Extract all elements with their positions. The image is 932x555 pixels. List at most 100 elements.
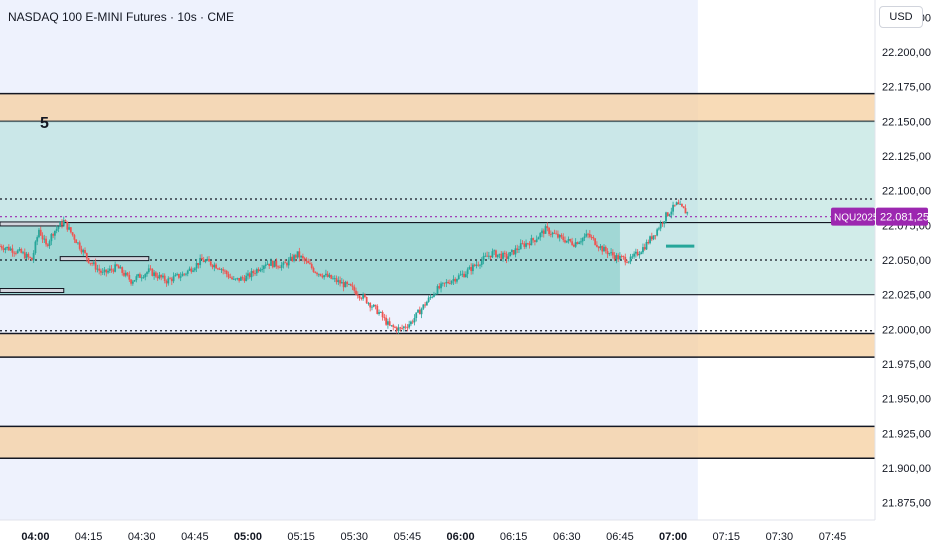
candle-body	[218, 268, 221, 270]
chart-title: NASDAQ 100 E-MINI Futures · 10s · CME	[8, 10, 235, 24]
candle-body	[100, 270, 102, 273]
candle-body	[215, 264, 217, 269]
candle-body	[91, 263, 94, 264]
currency-button[interactable]: USD	[879, 6, 923, 28]
candle-body	[608, 253, 611, 255]
candle-body	[108, 268, 111, 271]
candle-body	[98, 268, 101, 271]
candle-body	[323, 275, 326, 278]
candle-body	[319, 273, 322, 276]
candle-body	[580, 241, 582, 243]
candle-body	[181, 273, 184, 277]
y-tick-label: 22.050,00	[882, 255, 931, 267]
candle-body	[234, 278, 237, 280]
candle-body	[464, 274, 467, 278]
candle-body	[525, 243, 527, 247]
candle-body	[638, 254, 641, 256]
candle-body	[658, 228, 660, 230]
candle-body	[199, 257, 202, 266]
candle-body	[16, 250, 19, 254]
candle-body	[23, 252, 26, 259]
candle-body	[62, 220, 65, 226]
y-tick-label: 21.925,00	[882, 428, 931, 440]
candle-body	[365, 296, 368, 304]
candle-body	[425, 301, 428, 306]
candle-body	[493, 250, 496, 252]
candle-body	[601, 246, 604, 252]
candle-body	[160, 274, 163, 278]
candle-body	[410, 321, 412, 325]
candle-body	[472, 264, 474, 272]
candle-body	[349, 283, 352, 286]
candle-body	[126, 272, 129, 276]
candle-body	[128, 275, 131, 280]
candle-body	[404, 326, 407, 328]
candle-body	[661, 222, 664, 224]
candle-body	[675, 202, 678, 206]
candle-body	[420, 308, 423, 315]
candle-body	[572, 244, 575, 247]
candle-body	[4, 248, 7, 250]
candle-body	[298, 251, 301, 258]
candle-body	[247, 273, 249, 276]
candle-body	[309, 263, 311, 265]
candle-body	[301, 255, 304, 259]
candle-body	[163, 275, 166, 281]
candle-body	[333, 278, 336, 280]
candle-body	[503, 252, 506, 254]
x-tick-label: 05:15	[287, 531, 315, 543]
x-tick-label: 07:00	[659, 531, 687, 543]
candle-body	[505, 253, 508, 259]
candle-body	[149, 268, 152, 270]
candle-body	[479, 264, 481, 266]
candle-body	[254, 273, 256, 274]
candle-body	[147, 268, 150, 273]
candle-body	[73, 235, 76, 240]
y-tick-label: 21.950,00	[882, 394, 931, 406]
candle-body	[121, 267, 124, 273]
candle-body	[622, 256, 625, 257]
marker-bar-2	[59, 256, 150, 262]
candle-body	[560, 234, 563, 237]
candle-body	[633, 253, 636, 257]
candle-body	[202, 259, 205, 263]
candle-body	[227, 274, 230, 278]
candle-body	[466, 269, 469, 275]
candle-body	[452, 278, 455, 281]
candle-body	[293, 255, 295, 261]
candle-body	[328, 274, 331, 277]
candle-body	[204, 260, 207, 263]
candle-body	[316, 272, 318, 275]
candle-body	[257, 269, 260, 272]
candle-body	[271, 261, 274, 268]
candle-body	[534, 240, 536, 242]
candle-body	[516, 248, 519, 250]
candle-body	[71, 232, 74, 236]
x-tick-label: 04:00	[21, 531, 49, 543]
candle-body	[89, 262, 92, 264]
candle-body	[367, 303, 370, 304]
candle-body	[569, 239, 572, 242]
y-tick-label: 22.000,00	[882, 324, 931, 336]
candle-body	[408, 324, 411, 328]
candle-body	[397, 327, 400, 331]
candle-body	[477, 264, 480, 266]
candle-body	[101, 271, 104, 273]
candle-body	[96, 268, 99, 270]
candle-body	[229, 277, 232, 279]
candle-body	[116, 264, 118, 266]
candle-body	[541, 230, 543, 234]
candle-body	[647, 241, 650, 244]
candle-body	[565, 240, 568, 243]
time-axis-bg	[0, 520, 932, 550]
x-tick-label: 06:00	[446, 531, 474, 543]
candle-body	[321, 275, 324, 278]
y-tick-label: 22.100,00	[882, 186, 931, 198]
candle-body	[663, 221, 666, 224]
candle-body	[119, 267, 122, 269]
candle-body	[50, 234, 53, 242]
candle-body	[241, 277, 244, 279]
candle-body	[197, 262, 200, 266]
candle-body	[656, 229, 659, 236]
